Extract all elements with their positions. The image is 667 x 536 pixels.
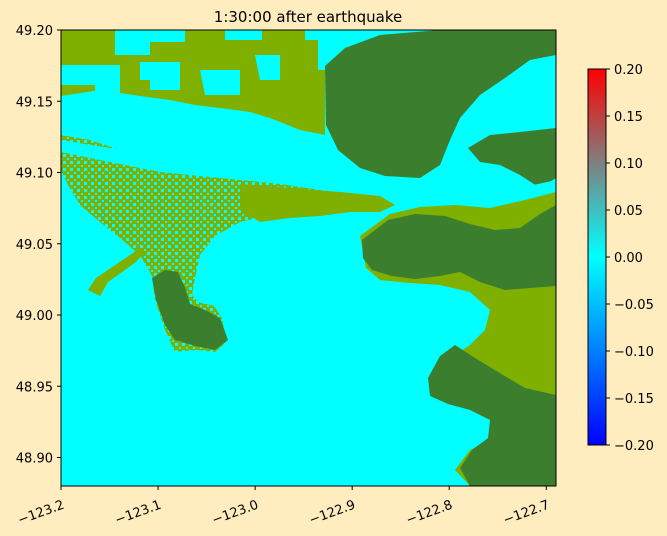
x-tick-label: −122.9 xyxy=(307,498,357,529)
x-axis: −123.2 −123.1 −123.0 −122.9 −122.8 −122.7 xyxy=(16,486,552,528)
y-tick-label: 48.90 xyxy=(16,452,53,467)
colorbar-tick-label: 0.05 xyxy=(614,204,643,219)
y-axis: 48.90 48.95 49.00 49.05 49.10 49.15 49.20 xyxy=(16,24,61,467)
colorbar-axis: −0.20 −0.15 −0.10 −0.05 0.00 0.05 0.10 0.15 0.20 xyxy=(606,63,654,454)
colorbar-tick-label: 0.15 xyxy=(614,110,643,125)
y-tick-label: 49.10 xyxy=(16,167,53,182)
pitt-upland xyxy=(468,128,556,188)
x-tick-label: −123.1 xyxy=(113,498,163,529)
north-shore-water-patches xyxy=(61,55,280,95)
chart-title: 1:30:00 after earthquake xyxy=(214,8,402,26)
x-tick-label: −122.7 xyxy=(501,498,551,529)
y-tick-label: 49.20 xyxy=(16,24,53,39)
y-tick-label: 49.15 xyxy=(16,95,53,110)
jetty xyxy=(88,248,145,296)
y-tick-label: 49.05 xyxy=(16,238,53,253)
x-tick-label: −123.0 xyxy=(210,498,260,529)
y-tick-label: 48.95 xyxy=(16,380,53,395)
south-surrey-upland xyxy=(362,205,556,290)
delta-south-lowland xyxy=(240,184,395,222)
colorbar-tick-label: −0.05 xyxy=(614,298,654,313)
colorbar-tick-label: 0.20 xyxy=(614,63,643,78)
colorbar-tick-label: −0.15 xyxy=(614,392,654,407)
map-heatmap xyxy=(61,30,556,486)
river-channel xyxy=(61,140,556,208)
x-tick-label: −122.8 xyxy=(404,498,454,529)
colorbar-tick-label: −0.10 xyxy=(614,345,654,360)
colorbar xyxy=(587,68,607,446)
y-tick-label: 49.00 xyxy=(16,309,53,324)
colorbar-tick-label: 0.10 xyxy=(614,157,643,172)
north-shore-upland xyxy=(325,30,556,178)
colorbar-tick-label: −0.20 xyxy=(614,439,654,454)
point-roberts-upland xyxy=(152,270,228,350)
white-rock-upland xyxy=(428,345,556,486)
plot-frame xyxy=(60,29,557,487)
colorbar-tick-label: 0.00 xyxy=(614,251,643,266)
x-tick-label: −123.2 xyxy=(16,498,66,529)
